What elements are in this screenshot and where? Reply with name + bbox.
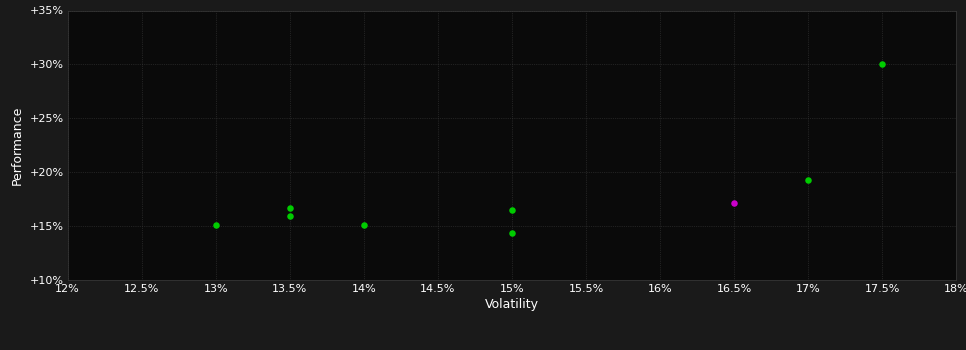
Point — [282, 205, 298, 211]
Point — [356, 222, 372, 228]
Point — [504, 230, 520, 235]
X-axis label: Volatility: Volatility — [485, 298, 539, 312]
Point — [726, 201, 742, 206]
Point — [504, 207, 520, 213]
Y-axis label: Performance: Performance — [11, 106, 24, 185]
Point — [282, 214, 298, 219]
Point — [874, 62, 890, 67]
Point — [208, 222, 223, 228]
Point — [801, 177, 816, 183]
